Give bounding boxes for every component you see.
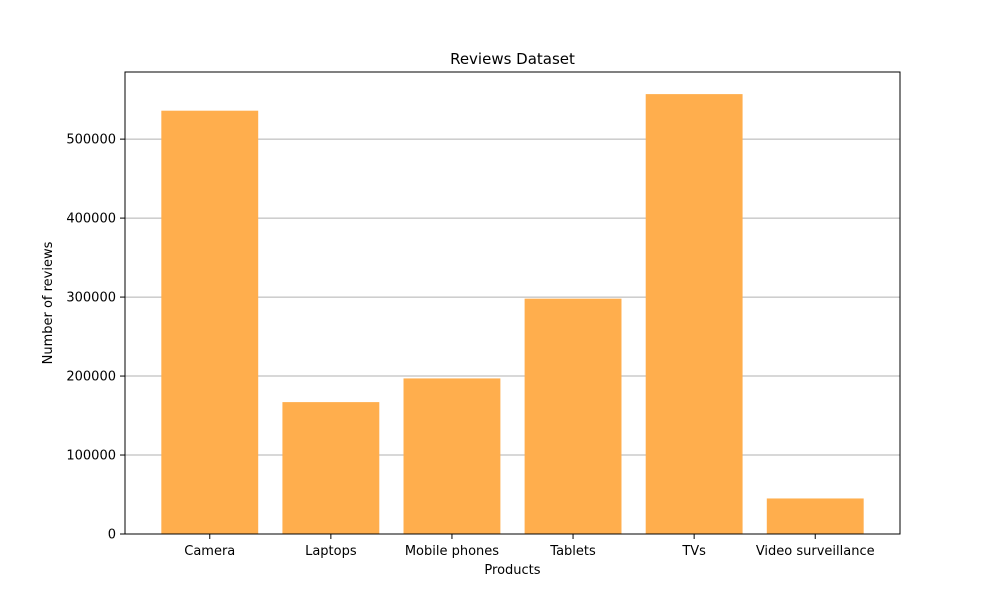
- x-axis-label: Products: [484, 563, 540, 578]
- y-tick-label: 500000: [66, 133, 116, 148]
- y-tick-label: 300000: [66, 291, 116, 306]
- y-axis-label: Number of reviews: [41, 241, 56, 364]
- y-tick-label: 200000: [66, 370, 116, 385]
- y-tick-label: 0: [108, 528, 116, 543]
- bar: [524, 298, 622, 534]
- y-tick-label: 100000: [66, 449, 116, 464]
- x-axis-ticks: Camera Laptops Mobile phones Tablets TVs Vide…: [184, 534, 875, 559]
- axes-frame: [124, 71, 901, 535]
- x-tick-label: Camera: [184, 544, 235, 559]
- x-tick-label: Laptops: [305, 544, 357, 559]
- bar: [161, 110, 259, 534]
- x-tick-label: Tablets: [549, 544, 596, 559]
- y-tick-label: 400000: [66, 212, 116, 227]
- bar: [282, 402, 380, 534]
- bar: [766, 498, 864, 534]
- chart-title: Reviews Dataset: [450, 50, 575, 68]
- bar: [645, 94, 743, 534]
- x-tick-label: TVs: [681, 544, 706, 559]
- bar: [403, 378, 501, 534]
- y-axis-ticks: 0 100000 200000 300000 400000 500000: [66, 133, 125, 543]
- bars: [161, 94, 864, 534]
- x-tick-label: Video surveillance: [756, 544, 875, 559]
- x-tick-label: Mobile phones: [405, 544, 499, 559]
